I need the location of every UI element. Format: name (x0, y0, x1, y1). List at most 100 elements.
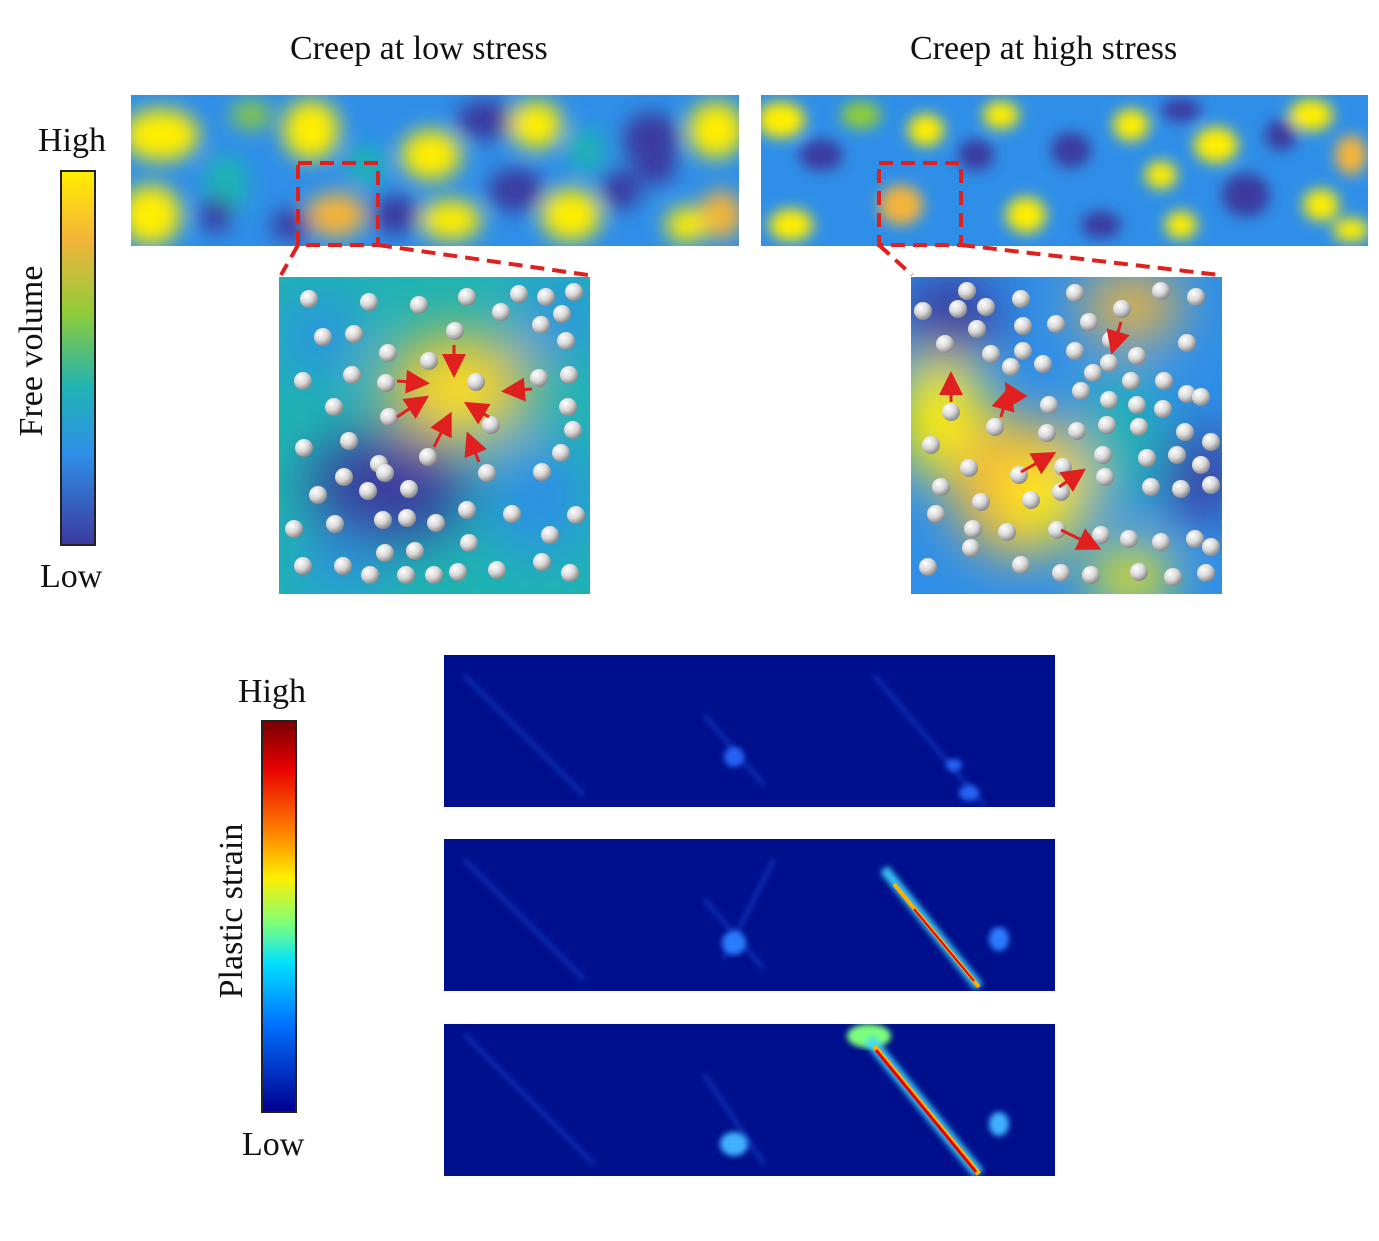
atom (532, 316, 550, 334)
low-stress-zoom-line-left (279, 244, 300, 276)
free-volume-high-label: High (38, 122, 106, 159)
atom (1128, 347, 1146, 365)
atom (557, 332, 575, 350)
atom (1128, 396, 1146, 414)
atom (1022, 491, 1040, 509)
atom (977, 298, 995, 316)
atom (560, 366, 578, 384)
atom (380, 408, 398, 426)
arrows (396, 345, 533, 463)
plastic-strain-axis-label: Plastic strain (213, 823, 250, 999)
atom (1176, 423, 1194, 441)
atom (564, 421, 582, 439)
atom (1202, 476, 1220, 494)
atom (379, 344, 397, 362)
low-stress-free-volume-map (131, 95, 739, 246)
atom (1014, 342, 1032, 360)
atom (1130, 563, 1148, 581)
atom (398, 509, 416, 527)
atom (458, 501, 476, 519)
atom (425, 566, 443, 584)
atom (1178, 334, 1196, 352)
atom (446, 322, 464, 340)
atom (294, 557, 312, 575)
atom (449, 563, 467, 581)
atom (460, 534, 478, 552)
atom (376, 544, 394, 562)
high-stress-zoom-line-left (877, 243, 914, 277)
atom (1092, 526, 1110, 544)
atom (1142, 478, 1160, 496)
atom (478, 464, 496, 482)
atom (1012, 556, 1030, 574)
atom (510, 285, 528, 303)
atom (1100, 354, 1118, 372)
atom (958, 282, 976, 300)
atom (1068, 422, 1086, 440)
atom (427, 514, 445, 532)
atom (488, 561, 506, 579)
displacement-arrow (1020, 452, 1057, 475)
atom (1187, 288, 1205, 306)
displacement-arrow (501, 377, 533, 402)
atom (419, 448, 437, 466)
atom (376, 464, 394, 482)
arrows (939, 321, 1130, 550)
atom (960, 459, 978, 477)
atom (1047, 315, 1065, 333)
atom (374, 511, 392, 529)
free-volume-colorbar (60, 170, 96, 546)
atom (533, 463, 551, 481)
atom (537, 288, 555, 306)
atom (1098, 416, 1116, 434)
atom (492, 303, 510, 321)
atom (458, 288, 476, 306)
atom (533, 553, 551, 571)
plastic-strain-high-label: High (238, 673, 306, 710)
atom (335, 468, 353, 486)
atom (1096, 468, 1114, 486)
atom (334, 557, 352, 575)
atom (972, 493, 990, 511)
displacement-arrow (430, 411, 452, 448)
atom (964, 520, 982, 538)
atom (1094, 446, 1112, 464)
atom (295, 439, 313, 457)
atom (932, 478, 950, 496)
atom (1012, 290, 1030, 308)
atom (919, 558, 937, 576)
plastic-strain-colorbar (261, 720, 297, 1113)
atom (1178, 385, 1196, 403)
atom (1152, 282, 1170, 300)
atom (927, 505, 945, 523)
displacement-arrow (464, 431, 487, 463)
displacement-arrow (1058, 468, 1086, 493)
plastic-strain-map-2 (444, 839, 1055, 991)
atom (345, 325, 363, 343)
atom (361, 566, 379, 584)
atom (1172, 480, 1190, 498)
high-stress-zoom-box (877, 161, 963, 247)
atom (397, 566, 415, 584)
atom (1186, 530, 1204, 548)
displacement-arrow (1106, 321, 1130, 355)
atom (922, 436, 940, 454)
atom (300, 290, 318, 308)
atom (359, 482, 377, 500)
atom (565, 283, 583, 301)
atom (1122, 372, 1140, 390)
left-title: Creep at low stress (290, 30, 548, 67)
displacement-arrow (1004, 381, 1028, 409)
atom (1202, 538, 1220, 556)
atom (1192, 456, 1210, 474)
atom (1197, 564, 1215, 582)
high-stress-free-volume-map (761, 95, 1368, 246)
atom (1066, 284, 1084, 302)
atom (1048, 521, 1066, 539)
atom (343, 366, 361, 384)
atom (400, 480, 418, 498)
atom (314, 328, 332, 346)
atom (1084, 364, 1102, 382)
atom (325, 398, 343, 416)
atom (420, 352, 438, 370)
